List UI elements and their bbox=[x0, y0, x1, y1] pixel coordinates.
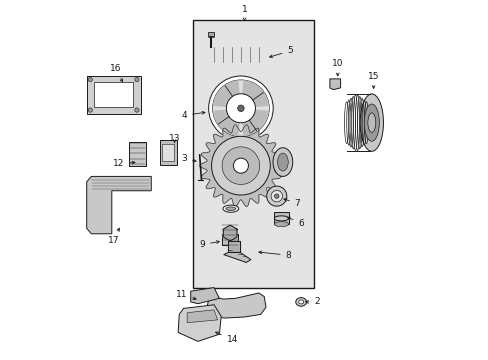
Polygon shape bbox=[190, 288, 219, 304]
Bar bbox=[274, 212, 288, 224]
Polygon shape bbox=[187, 310, 217, 323]
Wedge shape bbox=[212, 109, 239, 136]
Ellipse shape bbox=[223, 205, 238, 212]
Polygon shape bbox=[206, 293, 265, 318]
Bar bbox=[222, 234, 238, 244]
Circle shape bbox=[135, 108, 139, 112]
Polygon shape bbox=[329, 79, 340, 90]
Ellipse shape bbox=[274, 216, 288, 221]
Circle shape bbox=[212, 80, 269, 137]
Bar bbox=[129, 142, 146, 166]
Circle shape bbox=[222, 147, 259, 184]
Polygon shape bbox=[223, 225, 237, 241]
Circle shape bbox=[211, 136, 270, 195]
Text: 16: 16 bbox=[109, 64, 122, 82]
Ellipse shape bbox=[272, 148, 292, 176]
Circle shape bbox=[274, 194, 278, 198]
Circle shape bbox=[237, 105, 244, 112]
Text: 8: 8 bbox=[259, 251, 291, 260]
Ellipse shape bbox=[274, 222, 288, 226]
Ellipse shape bbox=[295, 298, 306, 306]
Circle shape bbox=[135, 77, 139, 82]
Bar bbox=[159, 140, 176, 165]
Polygon shape bbox=[199, 125, 282, 207]
Polygon shape bbox=[228, 241, 240, 252]
Ellipse shape bbox=[364, 104, 379, 141]
Text: 10: 10 bbox=[331, 59, 343, 76]
Polygon shape bbox=[86, 176, 151, 234]
Text: 15: 15 bbox=[367, 72, 379, 89]
Ellipse shape bbox=[277, 153, 287, 171]
Text: 6: 6 bbox=[287, 217, 304, 228]
Bar bbox=[162, 144, 174, 161]
Circle shape bbox=[88, 77, 92, 82]
Bar bbox=[192, 21, 314, 288]
Ellipse shape bbox=[225, 207, 235, 211]
Wedge shape bbox=[212, 80, 239, 107]
Text: 13: 13 bbox=[168, 134, 180, 143]
Circle shape bbox=[270, 190, 282, 202]
Text: 1: 1 bbox=[241, 5, 247, 21]
Circle shape bbox=[266, 186, 286, 206]
Text: 17: 17 bbox=[108, 228, 119, 246]
Circle shape bbox=[233, 158, 248, 173]
Text: 3: 3 bbox=[181, 154, 196, 163]
Ellipse shape bbox=[360, 94, 383, 151]
Ellipse shape bbox=[367, 113, 375, 132]
Text: 9: 9 bbox=[199, 240, 219, 249]
Text: 11: 11 bbox=[175, 290, 196, 300]
Bar bbox=[208, 32, 214, 36]
Text: 7: 7 bbox=[284, 198, 300, 208]
Text: 14: 14 bbox=[215, 332, 238, 344]
Polygon shape bbox=[223, 252, 250, 262]
Bar bbox=[86, 76, 140, 114]
Circle shape bbox=[208, 76, 273, 140]
Ellipse shape bbox=[298, 300, 303, 304]
Text: 2: 2 bbox=[305, 297, 320, 306]
Bar bbox=[94, 82, 133, 107]
Text: 12: 12 bbox=[113, 159, 135, 168]
Polygon shape bbox=[178, 305, 221, 341]
Wedge shape bbox=[242, 109, 268, 136]
Circle shape bbox=[226, 94, 255, 123]
Wedge shape bbox=[242, 80, 268, 107]
Text: 5: 5 bbox=[269, 46, 293, 58]
Circle shape bbox=[88, 108, 92, 112]
Text: 4: 4 bbox=[181, 111, 204, 120]
